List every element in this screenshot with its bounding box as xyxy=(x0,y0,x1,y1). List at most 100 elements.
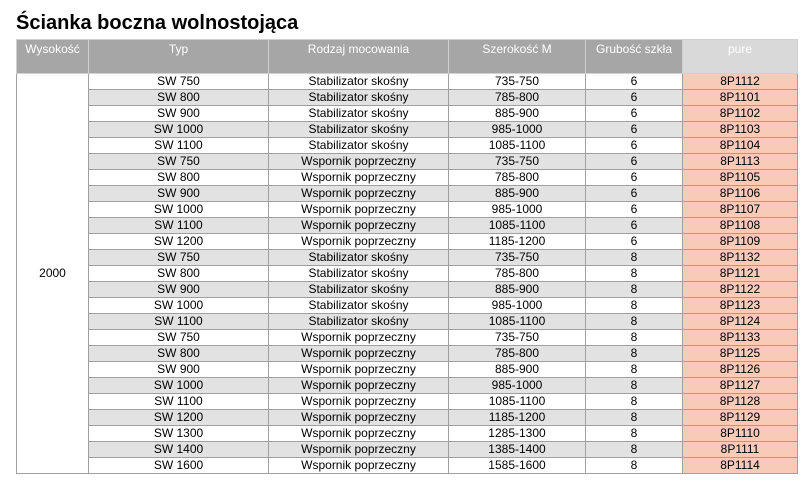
code-cell: 8P1106 xyxy=(682,185,798,202)
width-cell: 735-750 xyxy=(448,73,586,90)
type-cell: SW 1100 xyxy=(88,313,269,330)
code-cell: 8P1128 xyxy=(682,393,798,410)
mounting-cell: Wspornik poprzeczny xyxy=(268,329,449,346)
type-cell: SW 900 xyxy=(88,105,269,122)
width-cell: 885-900 xyxy=(448,281,586,298)
glass-cell: 8 xyxy=(585,457,683,474)
code-cell: 8P1122 xyxy=(682,281,798,298)
mounting-cell: Wspornik poprzeczny xyxy=(268,409,449,426)
code-cell: 8P1104 xyxy=(682,137,798,154)
width-cell: 885-900 xyxy=(448,185,586,202)
width-cell: 1285-1300 xyxy=(448,425,586,442)
code-cell: 8P1123 xyxy=(682,297,798,314)
glass-cell: 8 xyxy=(585,409,683,426)
type-cell: SW 1300 xyxy=(88,425,269,442)
mounting-cell: Wspornik poprzeczny xyxy=(268,441,449,458)
table-row: SW 900 Stabilizator skośny 885-900 8 8P1122 xyxy=(17,281,798,298)
table-row: SW 1000 Wspornik poprzeczny 985-1000 6 8P110… xyxy=(17,201,798,218)
table-row: SW 1000 Wspornik poprzeczny 985-1000 8 8P112… xyxy=(17,377,798,394)
code-cell: 8P1125 xyxy=(682,345,798,362)
code-cell: 8P1121 xyxy=(682,265,798,282)
table-row: SW 900 Stabilizator skośny 885-900 6 8P1102 xyxy=(17,105,798,122)
type-cell: SW 800 xyxy=(88,89,269,106)
table-row: SW 800 Stabilizator skośny 785-800 8 8P1121 xyxy=(17,265,798,282)
table-row: SW 750 Wspornik poprzeczny 735-750 6 8P1113 xyxy=(17,153,798,170)
width-cell: 1085-1100 xyxy=(448,137,586,154)
table-row: SW 1600 Wspornik poprzeczny 1585-1600 8 8P11… xyxy=(17,457,798,474)
table-row: SW 750 Wspornik poprzeczny 735-750 8 8P1133 xyxy=(17,329,798,346)
type-cell: SW 1000 xyxy=(88,121,269,138)
mounting-cell: Wspornik poprzeczny xyxy=(268,153,449,170)
code-cell: 8P1133 xyxy=(682,329,798,346)
type-cell: SW 1600 xyxy=(88,457,269,474)
type-cell: SW 1200 xyxy=(88,409,269,426)
mounting-cell: Wspornik poprzeczny xyxy=(268,345,449,362)
glass-cell: 6 xyxy=(585,201,683,218)
mounting-cell: Wspornik poprzeczny xyxy=(268,233,449,250)
type-cell: SW 1000 xyxy=(88,201,269,218)
glass-cell: 8 xyxy=(585,281,683,298)
glass-cell: 6 xyxy=(585,121,683,138)
code-cell: 8P1132 xyxy=(682,249,798,266)
table-row: SW 750 Stabilizator skośny 735-750 8 8P1132 xyxy=(17,249,798,266)
glass-cell: 8 xyxy=(585,297,683,314)
width-cell: 885-900 xyxy=(448,105,586,122)
mounting-cell: Wspornik poprzeczny xyxy=(268,377,449,394)
width-cell: 1185-1200 xyxy=(448,233,586,250)
code-cell: 8P1127 xyxy=(682,377,798,394)
table-row: SW 1100 Stabilizator skośny 1085-1100 8 8P11… xyxy=(17,313,798,330)
table-row: SW 1300 Wspornik poprzeczny 1285-1300 8 8P11… xyxy=(17,425,798,442)
header-mounting: Rodzaj mocowania xyxy=(268,39,449,74)
width-cell: 1085-1100 xyxy=(448,217,586,234)
mounting-cell: Wspornik poprzeczny xyxy=(268,393,449,410)
glass-cell: 6 xyxy=(585,169,683,186)
code-cell: 8P1102 xyxy=(682,105,798,122)
mounting-cell: Stabilizator skośny xyxy=(268,313,449,330)
table-row: SW 800 Wspornik poprzeczny 785-800 6 8P1105 xyxy=(17,169,798,186)
type-cell: SW 1400 xyxy=(88,441,269,458)
header-width: Szerokość M xyxy=(448,39,586,74)
table-row: SW 1400 Wspornik poprzeczny 1385-1400 8 8P11… xyxy=(17,441,798,458)
mounting-cell: Stabilizator skośny xyxy=(268,137,449,154)
mounting-cell: Wspornik poprzeczny xyxy=(268,201,449,218)
type-cell: SW 800 xyxy=(88,265,269,282)
table-row: SW 800 Stabilizator skośny 785-800 6 8P1101 xyxy=(17,89,798,106)
glass-cell: 6 xyxy=(585,153,683,170)
type-cell: SW 1100 xyxy=(88,217,269,234)
width-cell: 1585-1600 xyxy=(448,457,586,474)
mounting-cell: Stabilizator skośny xyxy=(268,121,449,138)
glass-cell: 8 xyxy=(585,393,683,410)
code-cell: 8P1108 xyxy=(682,217,798,234)
height-cell: 2000 xyxy=(16,73,89,474)
type-cell: SW 800 xyxy=(88,345,269,362)
code-cell: 8P1126 xyxy=(682,361,798,378)
header-type: Typ xyxy=(88,39,269,74)
header-height: Wysokość xyxy=(16,39,89,74)
width-cell: 985-1000 xyxy=(448,121,586,138)
table-row: SW 1200 Wspornik poprzeczny 1185-1200 6 8P11… xyxy=(17,233,798,250)
mounting-cell: Wspornik poprzeczny xyxy=(268,457,449,474)
mounting-cell: Wspornik poprzeczny xyxy=(268,361,449,378)
mounting-cell: Stabilizator skośny xyxy=(268,281,449,298)
glass-cell: 6 xyxy=(585,89,683,106)
type-cell: SW 900 xyxy=(88,361,269,378)
mounting-cell: Wspornik poprzeczny xyxy=(268,217,449,234)
type-cell: SW 1200 xyxy=(88,233,269,250)
code-cell: 8P1112 xyxy=(682,73,798,90)
type-cell: SW 750 xyxy=(88,249,269,266)
glass-cell: 8 xyxy=(585,313,683,330)
width-cell: 735-750 xyxy=(448,329,586,346)
table-row: 2000 SW 750 Stabilizator skośny 735-750 6 8P1… xyxy=(16,73,798,474)
table-row: SW 1000 Stabilizator skośny 985-1000 6 8P110… xyxy=(17,121,798,138)
glass-cell: 8 xyxy=(585,265,683,282)
mounting-cell: Stabilizator skośny xyxy=(268,297,449,314)
width-cell: 785-800 xyxy=(448,265,586,282)
mounting-cell: Stabilizator skośny xyxy=(268,249,449,266)
glass-cell: 8 xyxy=(585,361,683,378)
type-cell: SW 750 xyxy=(88,153,269,170)
width-cell: 785-800 xyxy=(448,89,586,106)
page-title: Ścianka boczna wolnostojąca xyxy=(16,12,299,34)
code-cell: 8P1101 xyxy=(682,89,798,106)
type-cell: SW 1100 xyxy=(88,137,269,154)
table-row: SW 900 Wspornik poprzeczny 885-900 6 8P1106 xyxy=(17,185,798,202)
